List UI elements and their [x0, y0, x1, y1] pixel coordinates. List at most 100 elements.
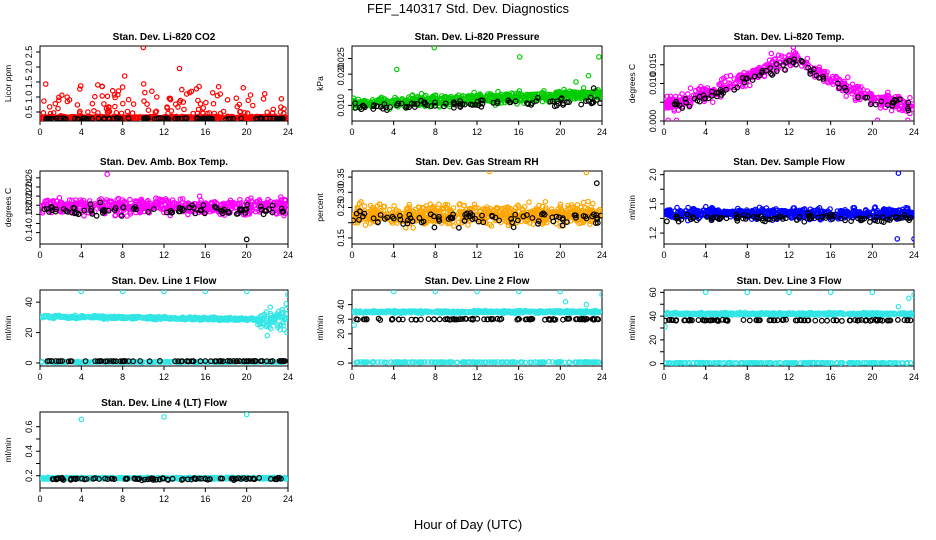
data-point — [498, 213, 505, 220]
x-tick-label: 8 — [745, 127, 750, 137]
data-point — [175, 104, 181, 110]
reference-point — [441, 103, 447, 110]
data-point — [112, 103, 118, 110]
reference-point — [57, 115, 63, 121]
reference-point — [197, 207, 204, 214]
reference-point — [807, 70, 814, 77]
reference-point — [520, 213, 527, 220]
data-point — [668, 96, 674, 103]
x-tick-label: 24 — [909, 250, 919, 260]
figure-title: FEF_140317 Std. Dev. Diagnostics — [366, 1, 570, 16]
panel-title: Stan. Dev. Amb. Box Temp. — [100, 157, 228, 168]
data-point — [218, 316, 224, 322]
data-point — [124, 315, 130, 321]
data-point — [412, 218, 419, 224]
reference-point — [880, 214, 886, 221]
x-tick-label: 4 — [79, 127, 84, 137]
x-tick-label: 8 — [433, 127, 438, 137]
outlier-point — [140, 46, 147, 51]
data-point — [142, 89, 148, 96]
x-tick-label: 16 — [200, 372, 210, 382]
data-point — [550, 209, 557, 216]
reference-point — [723, 86, 729, 93]
reference-point — [764, 216, 771, 223]
x-tick-label: 0 — [37, 372, 42, 382]
data-point — [720, 75, 727, 81]
data-point — [409, 208, 415, 214]
reference-point — [60, 206, 67, 212]
reference-point — [896, 215, 903, 222]
data-point — [512, 204, 519, 211]
data-point — [876, 213, 883, 220]
x-tick-label: 8 — [433, 250, 438, 260]
data-point — [557, 204, 564, 210]
reference-point — [145, 208, 152, 215]
outlier-point — [583, 171, 590, 176]
data-points — [40, 46, 288, 121]
reference-point — [48, 203, 55, 210]
y-tick-label: 0.22 — [24, 187, 34, 205]
data-point — [144, 101, 150, 108]
data-point — [181, 106, 187, 113]
y-axis-label: degrees C — [627, 64, 637, 103]
reference-point — [783, 59, 790, 66]
reference-point — [406, 211, 413, 218]
reference-point — [884, 216, 891, 223]
reference-point — [512, 98, 519, 105]
reference-point — [693, 217, 700, 224]
data-point — [850, 205, 856, 211]
data-point — [145, 107, 152, 114]
reference-point — [810, 66, 817, 73]
data-point — [193, 86, 200, 92]
y-tick-label: 40 — [24, 297, 34, 307]
data-point — [206, 204, 213, 211]
x-tick-label: 20 — [242, 127, 252, 137]
reference-point — [682, 95, 689, 102]
reference-point — [416, 214, 423, 221]
data-point — [55, 97, 62, 104]
reference-point — [587, 94, 594, 101]
data-point — [104, 93, 111, 100]
data-point — [852, 95, 859, 102]
reference-point — [461, 218, 468, 224]
data-point — [40, 359, 45, 365]
data-points — [352, 171, 602, 231]
data-point — [543, 205, 549, 211]
data-point — [277, 313, 284, 319]
x-tick-label: 12 — [159, 127, 169, 137]
data-point — [443, 94, 450, 100]
data-point — [709, 99, 716, 106]
y-axis-label: percent — [315, 193, 325, 222]
reference-point — [238, 207, 244, 214]
reference-point — [55, 358, 62, 365]
reference-point — [219, 210, 226, 217]
data-point — [666, 102, 673, 108]
data-point — [224, 315, 231, 321]
data-point — [870, 209, 877, 216]
reference-point — [92, 358, 98, 365]
reference-point — [258, 206, 265, 213]
reference-point — [356, 216, 362, 223]
data-point — [77, 83, 84, 89]
y-tick-label: 0 — [24, 360, 34, 365]
reference-point — [514, 217, 521, 224]
data-point — [253, 198, 260, 205]
y-tick-label: 1.2 — [648, 227, 658, 240]
reference-point — [43, 116, 49, 121]
data-point — [884, 208, 891, 215]
data-point — [119, 84, 126, 90]
data-point — [283, 301, 288, 307]
data-point — [841, 78, 847, 85]
reference-point — [753, 214, 760, 221]
reference-point — [110, 115, 117, 121]
y-tick-label: 0.30 — [336, 184, 346, 202]
data-point — [580, 199, 587, 206]
data-point — [47, 110, 54, 117]
reference-point — [583, 215, 590, 222]
reference-point — [767, 65, 774, 71]
reference-point — [578, 101, 585, 108]
data-points — [352, 46, 602, 113]
data-point — [210, 100, 217, 107]
x-tick-label: 0 — [349, 127, 354, 137]
